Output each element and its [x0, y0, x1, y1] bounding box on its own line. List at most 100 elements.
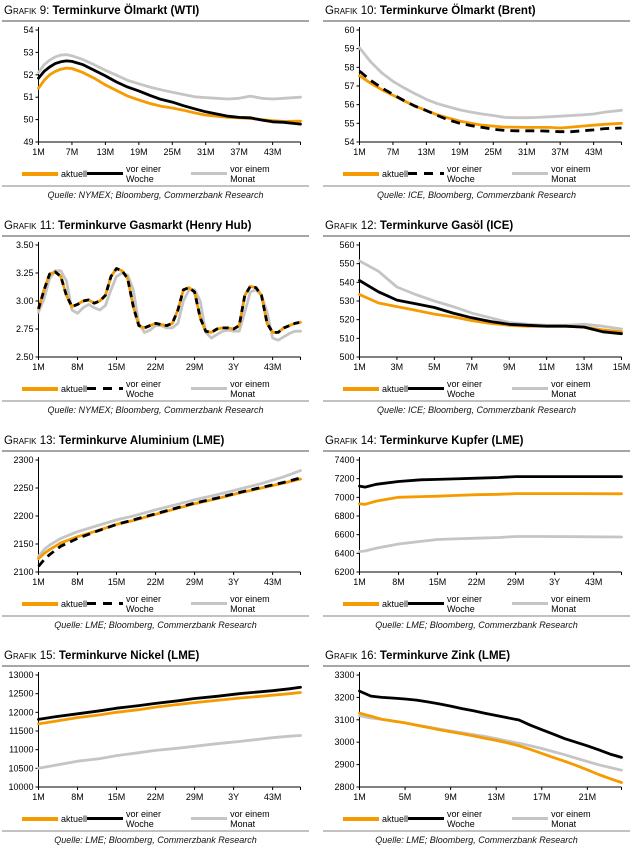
- legend-swatch-monat: [512, 817, 549, 820]
- svg-text:29M: 29M: [186, 577, 204, 587]
- legend-label: vor einer Woche: [125, 378, 161, 399]
- legend-swatch-monat: [512, 387, 549, 390]
- line-chart-gasoil: 500 510 520 530 540 550 560 1M 3M 5M 7M 9M 11M 13M 15M: [339, 240, 630, 372]
- chart-title-text: Terminkurve Ölmarkt (Brent): [379, 5, 536, 17]
- svg-text:37M: 37M: [230, 147, 248, 157]
- legend-swatch-monat: [512, 602, 549, 605]
- legend-label: vor einem Monat: [551, 163, 591, 184]
- chart-title: Grafik 13: Terminkurve Aluminium (LME): [4, 435, 309, 447]
- svg-text:37M: 37M: [551, 147, 569, 157]
- source-rule: [2, 830, 309, 832]
- legend-label: vor einem Monat: [230, 378, 270, 399]
- legend-label: aktuell: [382, 813, 409, 824]
- svg-text:11500: 11500: [9, 726, 33, 736]
- legend-label: vor einer Woche: [125, 163, 161, 184]
- svg-text:29M: 29M: [507, 577, 525, 587]
- svg-text:53: 53: [23, 47, 33, 57]
- chart-title-text: Terminkurve Aluminium (LME): [58, 435, 225, 447]
- svg-text:2200: 2200: [13, 511, 33, 521]
- svg-text:3.25: 3.25: [16, 268, 34, 278]
- svg-text:15M: 15M: [108, 792, 126, 802]
- legend-swatch-aktuell: [343, 386, 379, 391]
- legend: aktuell vor einer Woche vor einem Monat: [2, 163, 309, 184]
- svg-text:12500: 12500: [8, 689, 33, 699]
- svg-text:60: 60: [344, 25, 354, 35]
- title-rule: [323, 450, 630, 452]
- svg-text:8M: 8M: [71, 362, 84, 372]
- legend-item: vor einer Woche: [87, 379, 191, 399]
- svg-text:1M: 1M: [32, 147, 45, 157]
- source-text: Quelle: ICE, Bloomberg, Commerzbank Rese…: [376, 190, 577, 200]
- svg-text:22M: 22M: [147, 577, 165, 587]
- legend-label: vor einer Woche: [446, 378, 482, 399]
- svg-text:3Y: 3Y: [228, 362, 239, 372]
- svg-text:19M: 19M: [451, 147, 469, 157]
- legend-swatch-woche: [408, 602, 444, 605]
- svg-text:13M: 13M: [418, 147, 436, 157]
- legend: aktuell vor einer Woche vor einem Monat: [2, 809, 309, 829]
- chart-label: Grafik 9:: [4, 5, 50, 17]
- svg-text:1M: 1M: [353, 147, 366, 157]
- chart-block-grafik-12: Grafik 12: Terminkurve Gasöl (ICE) 500 51…: [323, 215, 630, 430]
- legend-swatch-woche: [87, 602, 123, 605]
- legend-swatch-monat: [191, 602, 228, 605]
- legend-item: aktuell: [343, 384, 408, 394]
- title-rule: [323, 665, 630, 667]
- legend-swatch-woche: [87, 817, 123, 820]
- legend-label: aktuell: [61, 598, 88, 609]
- title-rule: [2, 235, 309, 237]
- svg-text:11M: 11M: [538, 362, 555, 372]
- svg-text:13M: 13M: [575, 362, 593, 372]
- svg-text:31M: 31M: [197, 147, 215, 157]
- svg-text:54: 54: [23, 25, 33, 35]
- line-chart-zink: 2800 2900 3000 3100 3200 3300 1M 5M 9M 13M 17M 21M: [334, 670, 623, 802]
- svg-text:56: 56: [344, 100, 354, 110]
- legend: aktuell vor einer Woche vor einem Monat: [323, 163, 630, 184]
- svg-text:5M: 5M: [399, 792, 412, 802]
- svg-text:510: 510: [339, 333, 354, 343]
- svg-text:51: 51: [23, 92, 33, 102]
- line-chart-henry-hub: 2.50 2.75 3.00 3.25 3.50 1M 8M 15M 22M 29M 3Y 43M: [16, 240, 302, 372]
- svg-text:10500: 10500: [8, 763, 33, 773]
- chart-title-text: Terminkurve Zink (LME): [379, 650, 511, 662]
- legend-item: aktuell: [22, 599, 87, 609]
- chart-title: Grafik 12: Terminkurve Gasöl (ICE): [325, 220, 630, 232]
- legend-swatch-aktuell: [22, 601, 58, 606]
- svg-text:2.50: 2.50: [16, 352, 34, 362]
- legend-label: vor einer Woche: [446, 593, 482, 614]
- legend-swatch-woche: [408, 817, 444, 820]
- svg-text:6200: 6200: [334, 567, 354, 577]
- svg-text:500: 500: [339, 352, 354, 362]
- svg-text:58: 58: [344, 62, 354, 72]
- legend-item: vor einem Monat: [191, 164, 297, 184]
- legend-swatch-monat: [191, 387, 228, 390]
- svg-text:5M: 5M: [428, 362, 441, 372]
- title-rule: [323, 235, 630, 237]
- line-chart-brent: 54 55 56 57 58 59 60 1M 7M 13M 19M 25M 31M 37M 43M: [344, 25, 623, 157]
- svg-text:560: 560: [339, 240, 354, 250]
- svg-text:3.00: 3.00: [16, 296, 34, 306]
- svg-text:2800: 2800: [334, 782, 354, 792]
- chart-block-grafik-9: Grafik 9: Terminkurve Ölmarkt (WTI) 49 50…: [2, 0, 309, 215]
- legend-swatch-monat: [512, 172, 549, 175]
- legend-item: aktuell: [343, 599, 408, 609]
- svg-text:6600: 6600: [334, 530, 354, 540]
- svg-text:3300: 3300: [334, 670, 354, 680]
- line-chart-aluminium: 2100 2150 2200 2250 2300 1M 8M 15M 22M 29M 3Y 43M: [13, 455, 302, 587]
- svg-text:540: 540: [339, 277, 354, 287]
- svg-text:43M: 43M: [585, 147, 603, 157]
- svg-text:2300: 2300: [13, 455, 33, 465]
- legend-swatch-aktuell: [22, 816, 58, 821]
- svg-text:43M: 43M: [264, 362, 282, 372]
- svg-text:7M: 7M: [466, 362, 479, 372]
- svg-text:3Y: 3Y: [228, 792, 239, 802]
- legend-label: vor einer Woche: [446, 163, 482, 184]
- svg-text:43M: 43M: [264, 577, 282, 587]
- chart-title: Grafik 10: Terminkurve Ölmarkt (Brent): [325, 5, 630, 17]
- legend-item: vor einer Woche: [408, 594, 512, 614]
- svg-text:550: 550: [339, 259, 354, 269]
- source-rule: [323, 830, 630, 832]
- source-text: Quelle: LME; Bloomberg, Commerzbank Rese…: [54, 835, 257, 845]
- svg-text:3100: 3100: [334, 715, 354, 725]
- legend: aktuell vor einer Woche vor einem Monat: [323, 809, 630, 829]
